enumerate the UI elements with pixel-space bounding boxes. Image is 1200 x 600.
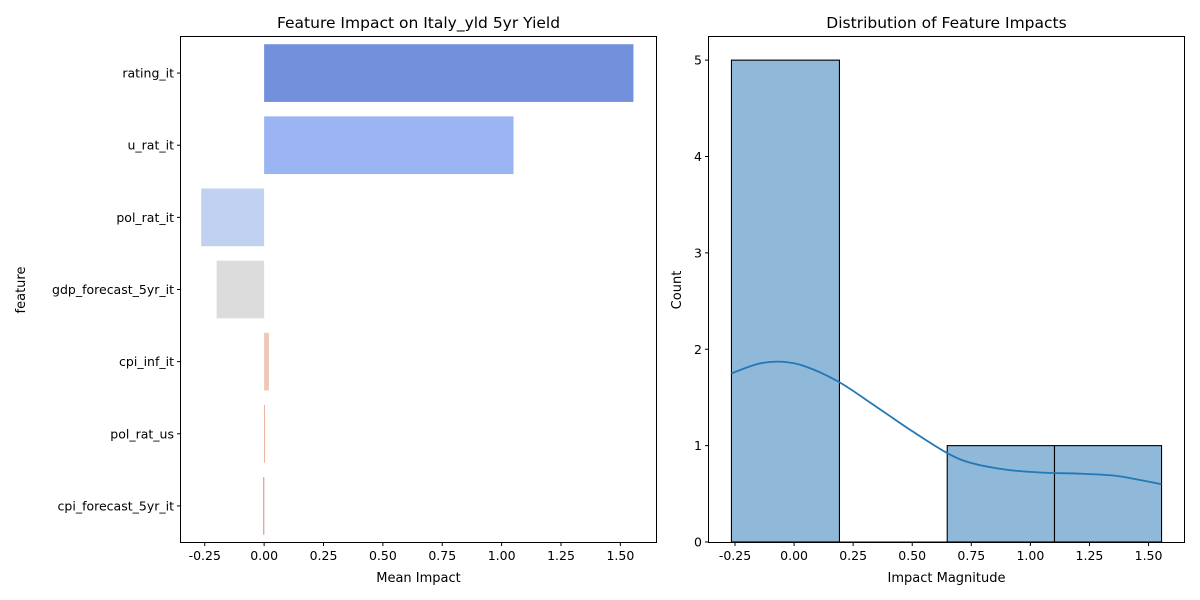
x-tick-label: 0.25 bbox=[310, 548, 338, 563]
bar-pol_rat_us bbox=[264, 404, 265, 463]
bar-rating_it bbox=[264, 44, 634, 102]
x-tick-label: 0.00 bbox=[250, 548, 278, 563]
bar-cpi_forecast_5yr_it bbox=[263, 477, 265, 535]
y-tick-label-pol_rat_us: pol_rat_us bbox=[110, 426, 174, 441]
y-tick-label: 0 bbox=[694, 535, 702, 550]
x-tick-label: 1.25 bbox=[1076, 548, 1104, 563]
y-tick-label: 1 bbox=[694, 438, 702, 453]
y-tick-label-u_rat_it: u_rat_it bbox=[128, 138, 175, 153]
right-plot-frame bbox=[708, 36, 1185, 543]
x-tick-label: 0.50 bbox=[898, 548, 926, 563]
kde-curve bbox=[731, 360, 1162, 486]
left-y-axis-label: feature bbox=[14, 267, 29, 314]
histogram-bar-1 bbox=[730, 59, 840, 543]
right-y-axis-label: Count bbox=[670, 271, 685, 310]
bar-gdp_forecast_5yr_it bbox=[216, 260, 265, 319]
left-chart-plot: rating_it u_rat_it pol_rat_it gdp_forecast_… bbox=[52, 44, 634, 563]
x-tick-label: 0.75 bbox=[957, 548, 985, 563]
x-tick-label: 0.25 bbox=[839, 548, 867, 563]
x-tick-label: -0.25 bbox=[189, 548, 221, 563]
right-chart-plot: -0.25 0.00 0.25 0.50 0.75 1.00 1.25 1.50 0 1 2 3 4 5 bbox=[694, 53, 1162, 563]
bar-cpi_inf_it bbox=[264, 332, 269, 391]
bar-u_rat_it bbox=[264, 116, 514, 175]
x-tick-label: 0.75 bbox=[428, 548, 456, 563]
left-x-axis-label: Mean Impact bbox=[376, 571, 461, 586]
x-tick-label: 1.25 bbox=[547, 548, 575, 563]
histogram-bar-4 bbox=[1053, 445, 1163, 543]
x-tick-label: 1.50 bbox=[606, 548, 634, 563]
y-tick-label: 5 bbox=[694, 53, 702, 68]
y-tick-label-gdp_forecast_5yr_it: gdp_forecast_5yr_it bbox=[52, 282, 174, 297]
x-tick-label: -0.25 bbox=[719, 548, 751, 563]
y-tick-label: 3 bbox=[694, 245, 702, 260]
x-tick-label: 1.00 bbox=[1016, 548, 1044, 563]
right-chart-title: Distribution of Feature Impacts bbox=[826, 14, 1066, 32]
x-tick-label: 1.00 bbox=[488, 548, 516, 563]
right-x-axis-label: Impact Magnitude bbox=[888, 571, 1006, 586]
x-tick-label: 1.50 bbox=[1135, 548, 1163, 563]
y-tick-label-cpi_forecast_5yr_it: cpi_forecast_5yr_it bbox=[58, 498, 175, 513]
y-tick-label: 2 bbox=[694, 342, 702, 357]
y-tick-label-pol_rat_it: pol_rat_it bbox=[116, 210, 174, 225]
y-tick-label-cpi_inf_it: cpi_inf_it bbox=[119, 354, 174, 369]
left-chart-title: Feature Impact on Italy_yld 5yr Yield bbox=[277, 14, 560, 33]
x-tick-label: 0.00 bbox=[780, 548, 808, 563]
x-tick-label: 0.50 bbox=[369, 548, 397, 563]
left-plot-frame bbox=[180, 36, 657, 543]
y-tick-label: 4 bbox=[694, 149, 702, 164]
y-tick-label-rating_it: rating_it bbox=[122, 66, 174, 81]
bar-pol_rat_it bbox=[201, 188, 265, 247]
